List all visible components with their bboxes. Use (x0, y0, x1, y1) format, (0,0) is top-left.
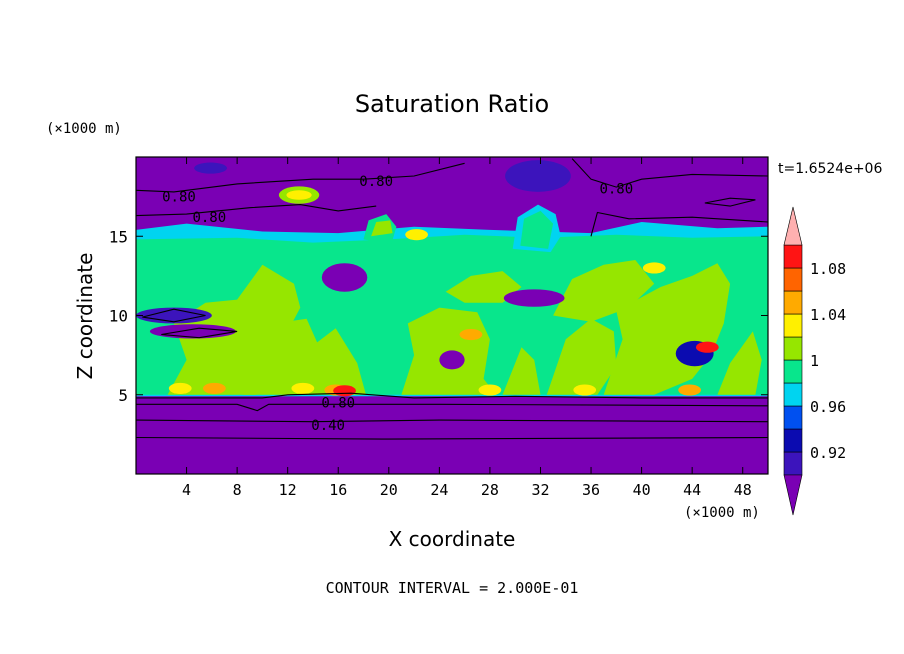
y-axis: 5 10 15 (109, 227, 768, 405)
contour-line-8 (704, 197, 756, 207)
field-supersaturated-region-5 (502, 347, 541, 395)
x-axis: 4 8 12 16 20 24 28 32 36 40 44 48 (182, 157, 752, 499)
y-tick-label-5: 5 (118, 386, 128, 405)
field-supersaturated-region-9 (553, 260, 655, 322)
field-upper-cloud-3-core (286, 190, 312, 200)
field-dry-pocket-3 (439, 350, 465, 370)
field-hotspot-11 (642, 262, 666, 274)
field-supersaturated-region-6 (546, 318, 617, 395)
y-unit-label: (×1000 m) (46, 121, 122, 137)
field-hotspot-1 (202, 382, 226, 394)
colorbar-swatch-9 (783, 267, 803, 292)
field-hotspot-3 (333, 385, 356, 397)
contour-label-3: 0.80 (192, 210, 226, 226)
contour-line-2 (136, 403, 768, 412)
field-dry-pocket-5 (505, 160, 571, 192)
x-tick-label-40: 40 (633, 481, 651, 499)
contour-label-1: 0.80 (359, 174, 393, 190)
field-upper-cloud-2-core (520, 210, 554, 249)
y-tick-label-10: 10 (109, 307, 128, 326)
field-dry-band-2 (149, 324, 236, 339)
contour-line-4 (136, 436, 768, 440)
x-tick-label-36: 36 (582, 481, 600, 499)
y-axis-title: Z coordinate (73, 253, 97, 380)
timestamp: t=1.6524e+06 (778, 161, 882, 177)
field-hotspot-8 (291, 382, 315, 394)
x-tick-label-8: 8 (233, 481, 242, 499)
colorbar-swatch-8 (783, 290, 803, 315)
contour-label-5: 0.80 (321, 396, 355, 412)
colorbar-swatch-4 (783, 382, 803, 407)
colorbar-label-4: 1.04 (810, 306, 846, 324)
colorbar-swatch-10 (783, 244, 803, 269)
field-hotspot-10 (573, 384, 597, 396)
contour-label-4: 0.80 (599, 182, 633, 198)
colorbar-swatch-6 (783, 336, 803, 361)
contour-line-1 (136, 392, 768, 399)
x-axis-title: X coordinate (389, 527, 516, 551)
field-dry-pocket-1 (321, 263, 368, 292)
contour-line-5 (136, 162, 465, 193)
colorbar-swatch-3 (783, 405, 803, 430)
x-tick-label-24: 24 (430, 481, 448, 499)
field-hotspot-9 (168, 382, 192, 394)
x-tick-label-32: 32 (531, 481, 549, 499)
x-tick-label-28: 28 (481, 481, 499, 499)
x-tick-label-20: 20 (380, 481, 398, 499)
colorbar-swatch-1 (783, 451, 803, 476)
field-upper-cloud-1-core (371, 220, 393, 237)
colorbar-label-5: 1.08 (810, 260, 846, 278)
y-tick-label-15: 15 (109, 227, 128, 246)
x-tick-label-16: 16 (329, 481, 347, 499)
chart-title: Saturation Ratio (355, 90, 549, 118)
x-tick-label-12: 12 (279, 481, 297, 499)
contour-line-11 (161, 327, 238, 339)
x-tick-label-4: 4 (182, 481, 191, 499)
field-dry-pocket-6 (194, 162, 228, 174)
field-supersaturated-region-3 (300, 328, 366, 395)
contour-label-6: 0.40 (311, 418, 345, 434)
colorbar-bottom-arrow (783, 474, 803, 516)
field-dry-pocket-2 (503, 289, 565, 307)
field-supersaturated-region-8 (717, 331, 762, 395)
field-supersaturated-region-10 (445, 271, 522, 303)
colorbar-swatch-7 (783, 313, 803, 338)
field-hotspot-7 (695, 341, 719, 353)
x-tick-label-48: 48 (734, 481, 752, 499)
field-hotspot-4 (459, 328, 483, 341)
contour-line-6 (136, 204, 377, 217)
contour-interval-footer: CONTOUR INTERVAL = 2.000E-01 (326, 579, 579, 597)
field-hotspot-6 (678, 384, 702, 396)
field-hotspot-5 (478, 384, 502, 396)
field-hotspot-12 (405, 229, 428, 241)
colorbar-label-2: 0.96 (810, 398, 846, 416)
colorbar: 0.92 0.96 1 1.04 1.08 (783, 206, 846, 516)
contour-line-10 (142, 308, 206, 323)
colorbar-swatch-5 (783, 359, 803, 384)
contour-line-7 (571, 158, 768, 188)
plot-area: 0.80 0.80 0.80 0.80 0.80 0.40 (136, 157, 768, 474)
x-tick-label-44: 44 (683, 481, 701, 499)
colorbar-swatch-2 (783, 428, 803, 453)
colorbar-top-arrow (783, 206, 803, 246)
contour-line-9 (590, 211, 768, 237)
colorbar-label-3: 1 (810, 352, 819, 370)
x-unit-label: (×1000 m) (684, 505, 760, 521)
contour-label-2: 0.80 (162, 190, 196, 206)
contour-line-3 (136, 419, 768, 423)
colorbar-label-1: 0.92 (810, 444, 846, 462)
